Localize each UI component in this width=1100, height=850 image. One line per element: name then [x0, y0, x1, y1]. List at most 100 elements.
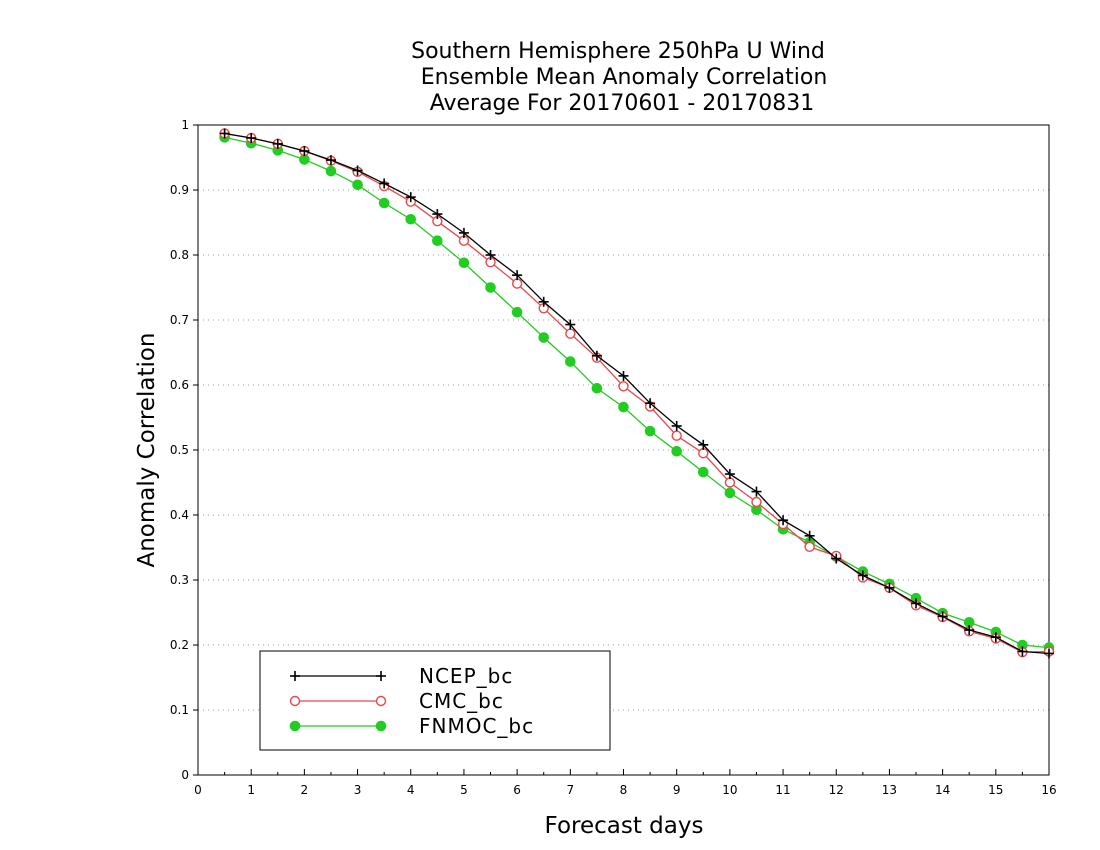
data-point-fnmoc-bc	[538, 332, 550, 343]
data-point-fnmoc-bc	[565, 356, 576, 367]
series-line-cmc-bc	[224, 132, 1050, 653]
legend-item-cmc-bc: CMC_bc	[289, 689, 504, 713]
y-tick-label: 0.4	[170, 508, 189, 522]
data-point-cmc-bc	[804, 541, 815, 553]
data-point-ncep-bc	[1044, 648, 1054, 659]
legend-marker	[289, 720, 301, 732]
legend-item-fnmoc-bc: FNMOC_bc	[289, 714, 533, 738]
y-tick-label: 0.1	[170, 703, 189, 717]
data-point-cmc-bc	[751, 496, 762, 508]
legend-marker	[289, 695, 301, 707]
data-point-fnmoc-bc	[352, 179, 363, 191]
data-point-ncep-bc	[458, 227, 469, 238]
y-tick-label: 0.7	[170, 313, 189, 327]
series-line-ncep-bc	[224, 132, 1050, 655]
series-ncep-bc	[219, 128, 1054, 659]
data-point-ncep-bc	[538, 296, 549, 307]
x-tick-label: 6	[513, 783, 521, 797]
series-fnmoc-bc	[219, 132, 1055, 653]
data-point-ncep-bc	[990, 632, 1001, 643]
title-line-3: Average For 20170601 - 20170831	[430, 91, 815, 116]
x-tick-label: 13	[882, 783, 897, 797]
y-tick-label: 0.2	[170, 638, 189, 652]
x-tick-label: 14	[935, 783, 950, 797]
data-point-cmc-bc	[618, 381, 629, 392]
data-point-fnmoc-bc	[405, 213, 417, 225]
data-point-ncep-bc	[778, 515, 789, 526]
data-point-ncep-bc	[804, 530, 815, 541]
legend-item-ncep-bc: NCEP_bc	[290, 664, 513, 688]
y-tick-label: 0.3	[170, 573, 189, 587]
data-point-ncep-bc	[645, 398, 656, 409]
x-tick-label: 11	[775, 783, 790, 797]
data-point-ncep-bc	[325, 155, 336, 166]
series-lines	[219, 128, 1055, 659]
x-tick-label: 3	[354, 783, 362, 797]
data-point-ncep-bc	[937, 611, 948, 622]
data-point-fnmoc-bc	[432, 235, 443, 246]
data-point-cmc-bc	[671, 430, 682, 441]
title-line-1: Southern Hemisphere 250hPa U Wind	[411, 39, 825, 64]
data-point-cmc-bc	[511, 278, 523, 289]
data-point-ncep-bc	[512, 270, 523, 281]
data-point-fnmoc-bc	[644, 425, 656, 437]
x-tick-label: 1	[247, 783, 255, 797]
legend-marker	[376, 671, 386, 681]
data-point-ncep-bc	[857, 570, 868, 581]
grid-lines	[198, 189, 1049, 711]
x-tick-label: 12	[829, 783, 844, 797]
data-point-fnmoc-bc	[724, 487, 736, 499]
x-tick-label: 8	[620, 783, 628, 797]
legend-label: NCEP_bc	[419, 664, 513, 688]
y-axis-label: Anomaly Correlation	[134, 332, 160, 567]
x-tick-label: 4	[407, 783, 415, 797]
data-point-ncep-bc	[379, 178, 390, 189]
data-point-ncep-bc	[671, 420, 682, 431]
data-point-cmc-bc	[724, 477, 736, 488]
data-point-ncep-bc	[911, 598, 922, 609]
data-point-ncep-bc	[432, 209, 443, 220]
data-point-fnmoc-bc	[458, 257, 470, 269]
data-point-ncep-bc	[272, 138, 283, 149]
data-point-fnmoc-bc	[697, 466, 709, 478]
data-point-ncep-bc	[724, 469, 735, 480]
y-tick-label: 0.5	[170, 443, 189, 457]
x-tick-label: 2	[301, 783, 309, 797]
data-point-fnmoc-bc	[671, 446, 682, 457]
data-point-ncep-bc	[751, 486, 762, 497]
x-tick-label: 15	[988, 783, 1003, 797]
series-line-fnmoc-bc	[224, 136, 1050, 649]
data-point-ncep-bc	[352, 165, 363, 176]
y-tick-label: 0.6	[170, 378, 189, 392]
title-line-2: Ensemble Mean Anomaly Correlation	[421, 65, 828, 90]
x-tick-label: 16	[1041, 783, 1056, 797]
data-point-ncep-bc	[246, 133, 257, 143]
legend-marker	[375, 695, 387, 707]
x-tick-label: 7	[566, 783, 574, 797]
data-point-ncep-bc	[698, 439, 709, 450]
y-tick-label: 1	[181, 118, 189, 132]
data-point-ncep-bc	[618, 370, 629, 381]
data-point-fnmoc-bc	[378, 197, 390, 209]
legend-label: CMC_bc	[419, 689, 504, 713]
data-point-ncep-bc	[405, 192, 416, 203]
x-tick-label: 0	[194, 783, 202, 797]
legend-marker	[290, 671, 300, 681]
data-point-ncep-bc	[831, 553, 842, 564]
data-point-ncep-bc	[964, 625, 975, 636]
data-point-ncep-bc	[591, 350, 602, 361]
y-tick-label: 0.8	[170, 248, 189, 262]
data-point-fnmoc-bc	[325, 165, 337, 177]
data-point-ncep-bc	[1017, 646, 1028, 657]
data-point-ncep-bc	[219, 128, 230, 139]
x-tick-label: 9	[673, 783, 681, 797]
data-point-ncep-bc	[565, 319, 576, 330]
data-point-cmc-bc	[565, 328, 576, 339]
data-point-fnmoc-bc	[591, 382, 603, 394]
data-point-fnmoc-bc	[485, 282, 496, 293]
series-cmc-bc	[219, 128, 1055, 658]
y-tick-label: 0.9	[170, 183, 189, 197]
data-point-ncep-bc	[299, 146, 310, 156]
